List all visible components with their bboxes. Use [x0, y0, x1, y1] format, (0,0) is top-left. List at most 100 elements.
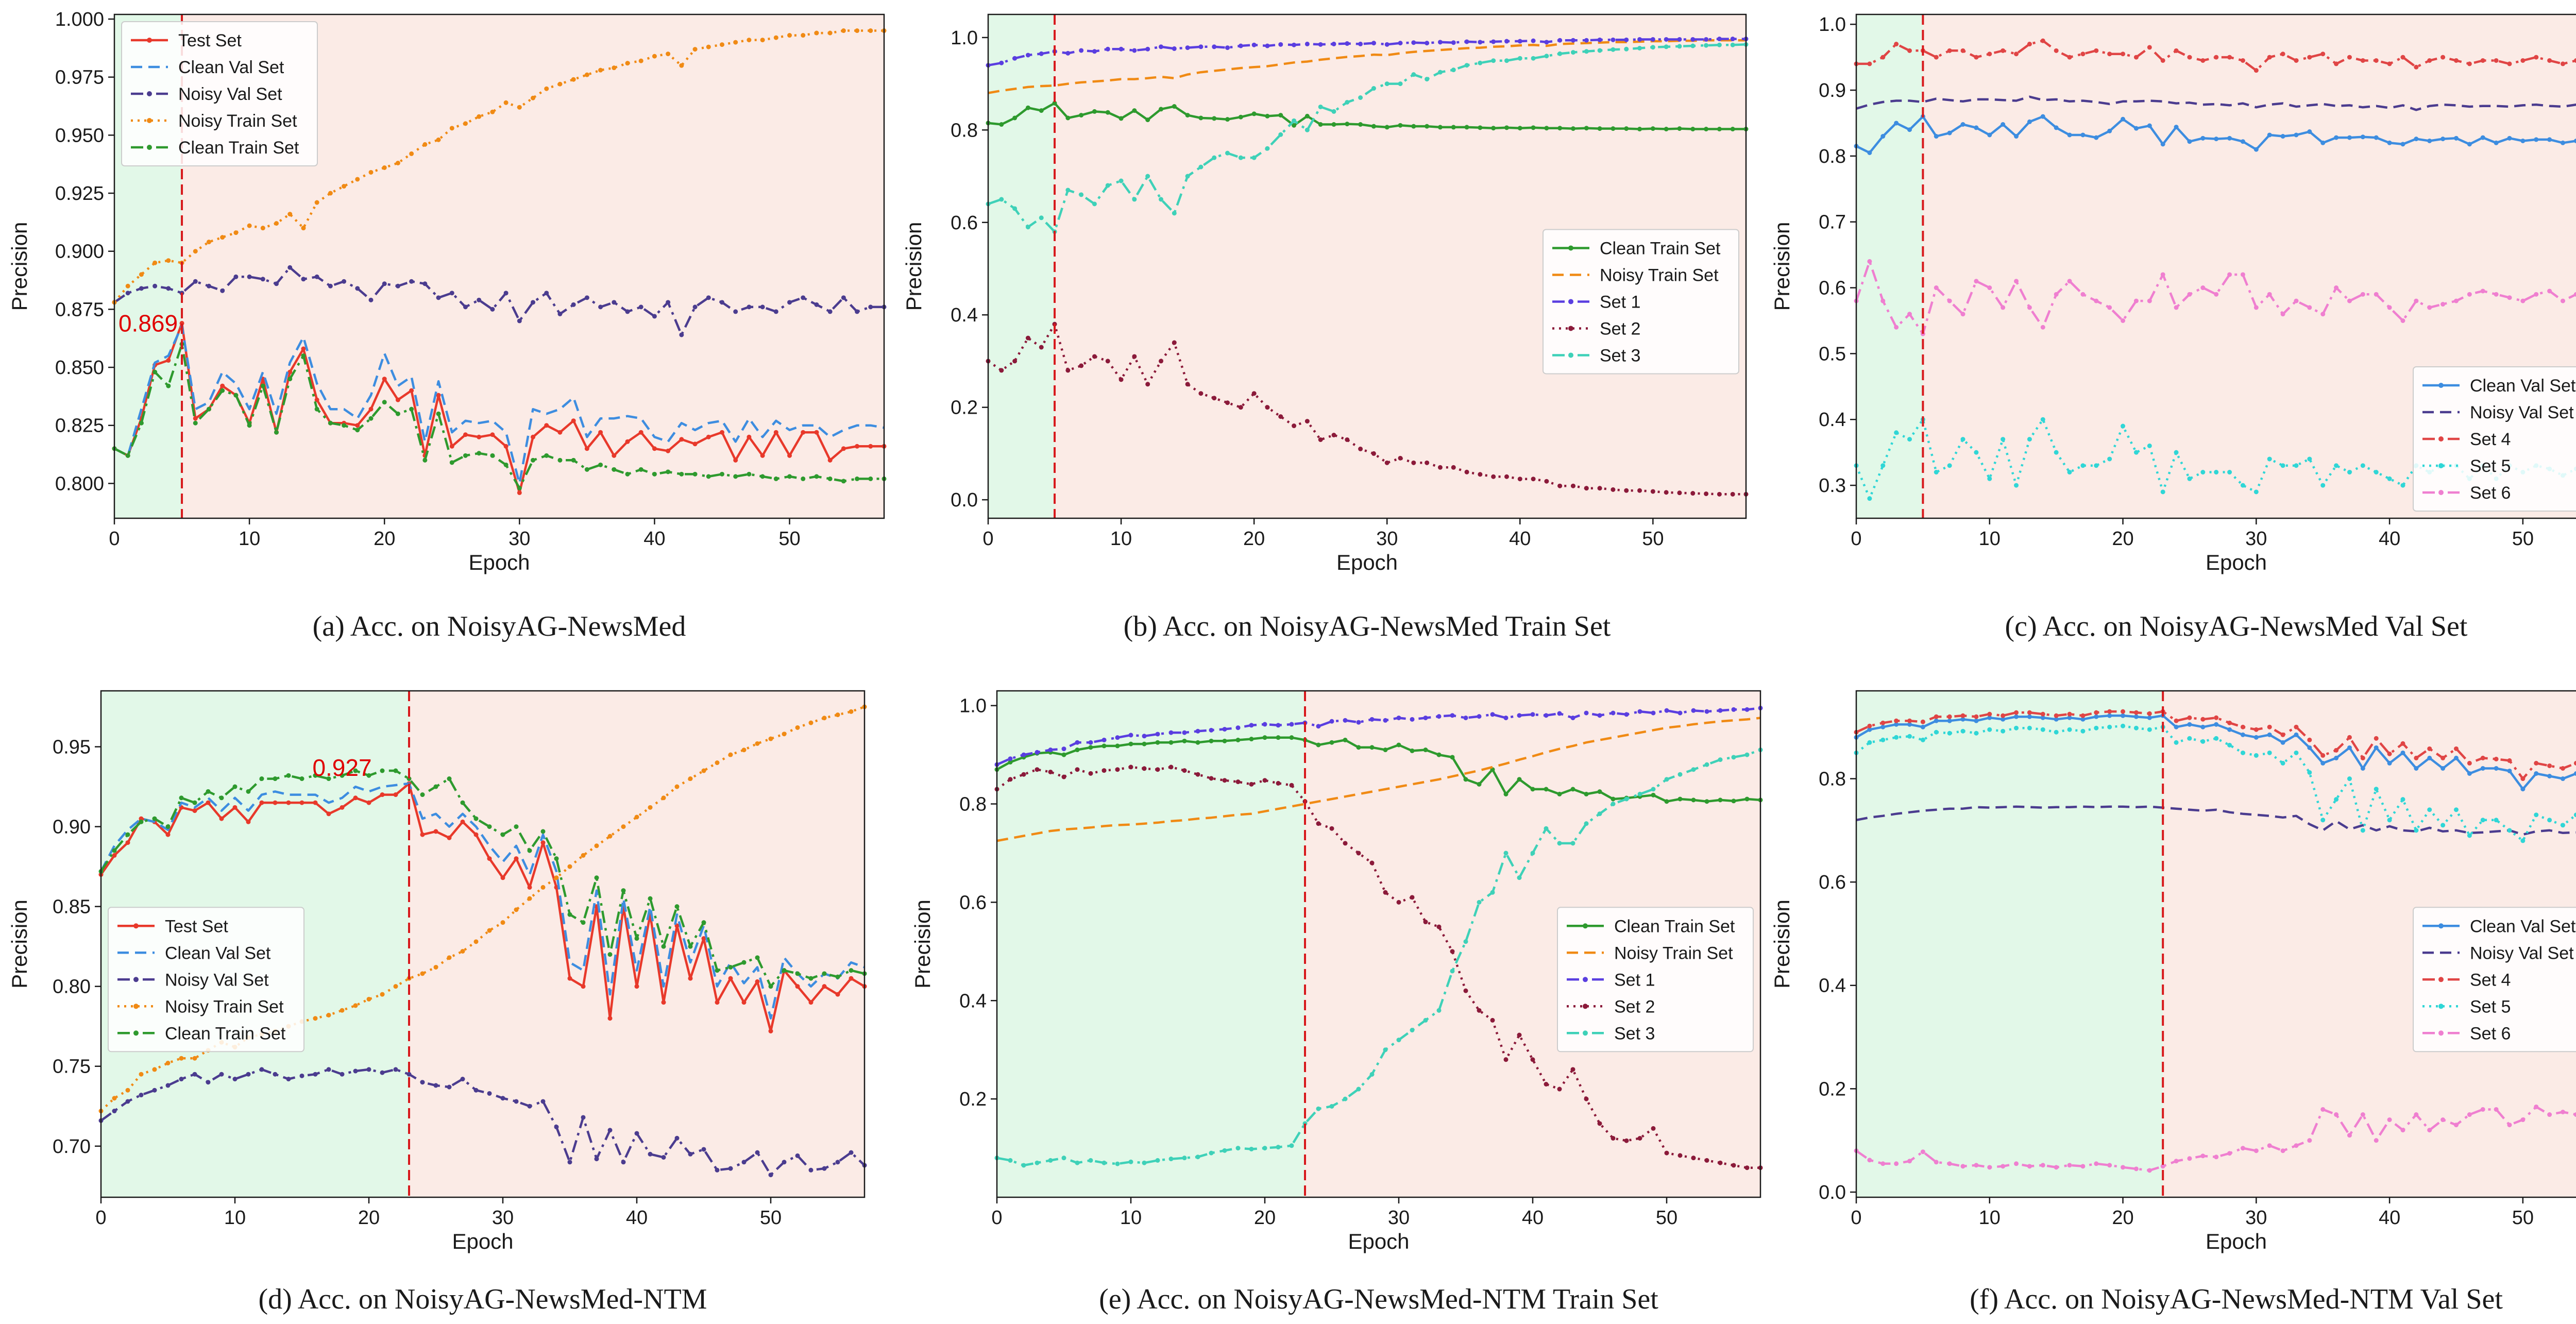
x-tick-label: 40 — [2379, 528, 2400, 550]
data-point — [706, 434, 711, 439]
data-point — [2374, 787, 2379, 792]
data-point — [2121, 723, 2126, 728]
data-point — [1517, 777, 1522, 782]
data-point — [433, 1083, 438, 1088]
data-point — [2160, 272, 2165, 277]
data-point — [1182, 768, 1187, 773]
data-point — [1544, 54, 1549, 59]
data-point — [795, 971, 800, 976]
data-point — [1544, 479, 1549, 484]
x-axis-label: Epoch — [2206, 1229, 2267, 1253]
data-point — [2374, 135, 2379, 140]
data-point — [2507, 135, 2512, 141]
data-point — [701, 936, 706, 941]
data-point — [2227, 272, 2232, 277]
data-point — [447, 955, 452, 960]
legend-marker — [2438, 436, 2444, 442]
data-point — [1118, 178, 1124, 183]
data-point — [112, 1096, 117, 1101]
data-point — [2147, 711, 2152, 716]
data-point — [1039, 215, 1044, 220]
data-point — [2200, 58, 2206, 63]
data-point — [733, 474, 738, 479]
data-point — [594, 843, 599, 848]
data-point — [625, 61, 630, 66]
x-axis-label: Epoch — [452, 1229, 513, 1253]
y-tick-label: 0.6 — [951, 212, 978, 234]
data-point — [1155, 740, 1160, 745]
data-point — [2107, 128, 2112, 133]
data-point — [366, 800, 371, 805]
data-point — [2507, 295, 2512, 300]
data-point — [1292, 423, 1297, 429]
data-point — [2547, 137, 2552, 142]
data-point — [2520, 1117, 2526, 1123]
data-point — [1730, 42, 1735, 47]
data-point — [487, 1091, 492, 1096]
legend-marker — [2438, 463, 2444, 468]
data-point — [1704, 43, 1709, 48]
data-point — [2467, 833, 2472, 838]
data-point — [2294, 732, 2299, 737]
data-point — [2147, 1168, 2152, 1173]
data-point — [1198, 391, 1204, 396]
data-point — [692, 304, 698, 310]
data-point — [1251, 111, 1257, 116]
data-point — [1677, 1153, 1683, 1158]
data-point — [2294, 750, 2299, 755]
axes-frame — [1855, 690, 2576, 1198]
data-point — [531, 95, 536, 100]
legend-label: Test Set — [178, 31, 242, 50]
data-point — [1894, 430, 1899, 435]
x-tick-label: 40 — [626, 1207, 648, 1229]
data-point — [2174, 718, 2179, 723]
data-point — [2480, 135, 2485, 140]
y-tick-label: 0.7 — [1819, 212, 1846, 233]
data-point — [460, 948, 465, 954]
data-point — [2094, 48, 2099, 53]
data-point — [1437, 40, 1443, 45]
data-point — [1637, 709, 1642, 714]
data-point — [353, 1003, 358, 1008]
data-point — [1867, 496, 1872, 501]
data-point — [368, 416, 374, 421]
data-point — [232, 1077, 238, 1082]
x-tick-label: 50 — [778, 528, 800, 550]
data-point — [366, 773, 371, 778]
data-point — [1425, 77, 1430, 82]
data-point — [206, 800, 211, 805]
data-point — [1544, 40, 1549, 45]
data-point — [1650, 37, 1655, 42]
chart-caption: (e) Acc. on NoisyAG-NewsMed-NTM Train Se… — [1099, 1283, 1658, 1315]
data-point — [2400, 483, 2405, 488]
data-point — [287, 377, 293, 382]
data-point — [1172, 211, 1177, 216]
data-point — [706, 44, 711, 49]
data-point — [2414, 828, 2419, 833]
data-point — [353, 768, 358, 773]
data-point — [2040, 38, 2045, 43]
data-point — [2441, 1117, 2446, 1123]
data-point — [2360, 755, 2365, 760]
y-axis-label: Precision — [1770, 899, 1794, 989]
data-point — [1101, 737, 1107, 742]
data-point — [1584, 486, 1589, 491]
data-point — [1398, 41, 1403, 46]
x-axis-label: Epoch — [1348, 1229, 1409, 1253]
data-point — [1318, 104, 1323, 109]
data-point — [1304, 419, 1310, 424]
data-point — [273, 1072, 278, 1077]
data-point — [1025, 53, 1030, 58]
data-point — [1276, 780, 1281, 786]
data-point — [755, 1150, 760, 1155]
data-point — [1677, 490, 1682, 496]
data-point — [1145, 46, 1150, 52]
legend-label: Set 4 — [2470, 970, 2511, 990]
data-point — [503, 462, 509, 467]
data-point — [2240, 272, 2245, 277]
data-point — [1172, 104, 1177, 109]
x-tick-label: 0 — [1851, 528, 1861, 550]
data-point — [1530, 1057, 1535, 1062]
data-point — [2307, 129, 2312, 134]
data-point — [2107, 1163, 2112, 1168]
